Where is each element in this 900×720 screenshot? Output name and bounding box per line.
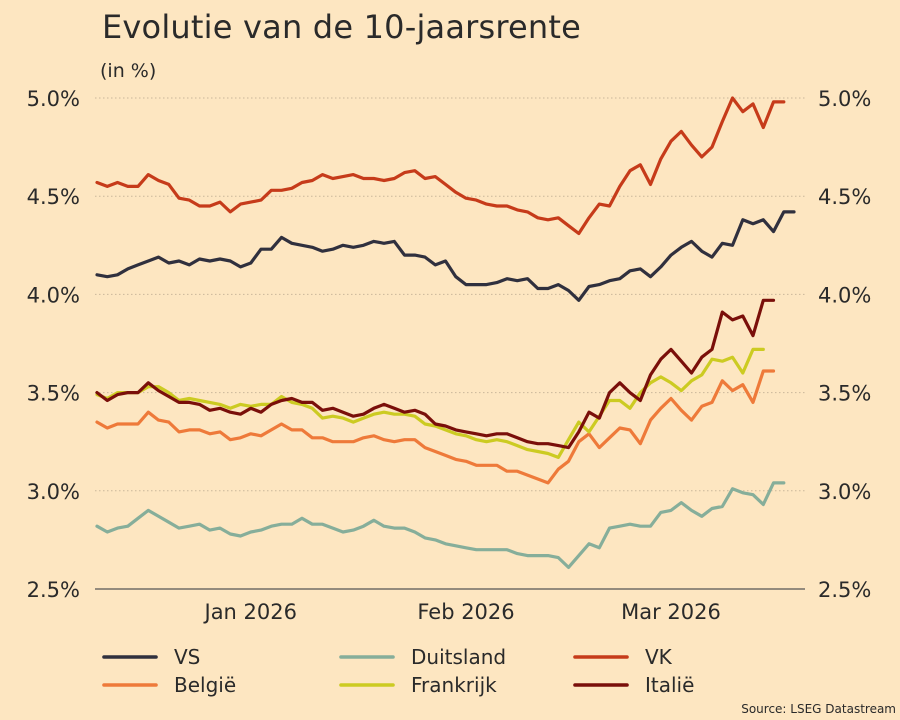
x-tick-label: Feb 2026 — [417, 600, 514, 624]
chart-subtitle: (in %) — [100, 60, 157, 82]
x-tick-label: Jan 2026 — [203, 600, 298, 624]
legend-label: Italië — [645, 673, 694, 697]
y-tick-label-right: 4.0% — [818, 283, 871, 307]
y-tick-label-left: 4.5% — [27, 185, 80, 209]
series-line-vk — [95, 96, 786, 236]
y-tick-label-right: 3.5% — [818, 382, 871, 406]
legend-label: Frankrijk — [411, 673, 497, 697]
series-line-frankrijk — [95, 347, 765, 459]
series-line-duitsland — [95, 481, 786, 570]
x-axis: Jan 2026 Feb 2026 Mar 2026 — [95, 588, 805, 624]
series-line-italië — [95, 298, 776, 450]
y-tick-label-left: 5.0% — [27, 87, 80, 111]
x-tick-label: Mar 2026 — [621, 600, 721, 624]
y-tick-label-left: 4.0% — [27, 283, 80, 307]
legend-label: VK — [645, 645, 673, 669]
series-line-belgië — [95, 369, 776, 485]
series-group — [95, 96, 796, 570]
legend-label: VS — [174, 645, 200, 669]
y-tick-label-right: 4.5% — [818, 185, 871, 209]
y-tick-label-left: 3.0% — [27, 480, 80, 504]
y-tick-label-right: 3.0% — [818, 480, 871, 504]
source-note: Source: LSEG Datastream — [741, 702, 896, 716]
y-tick-label-right: 2.5% — [818, 578, 871, 602]
y-axis-right: 2.5% 3.0% 3.5% 4.0% 4.5% 5.0% — [818, 87, 871, 602]
legend: VS Duitsland VK België Frankrijk Italië — [102, 645, 694, 697]
legend-label: Duitsland — [411, 645, 506, 669]
y-tick-label-left: 3.5% — [27, 382, 80, 406]
y-tick-label-right: 5.0% — [818, 87, 871, 111]
series-line-vs — [95, 210, 796, 302]
chart-title: Evolutie van de 10-jaarsrente — [102, 8, 582, 46]
y-axis-left: 2.5% 3.0% 3.5% 4.0% 4.5% 5.0% — [27, 87, 80, 602]
y-tick-label-left: 2.5% — [27, 578, 80, 602]
legend-label: België — [174, 673, 236, 697]
